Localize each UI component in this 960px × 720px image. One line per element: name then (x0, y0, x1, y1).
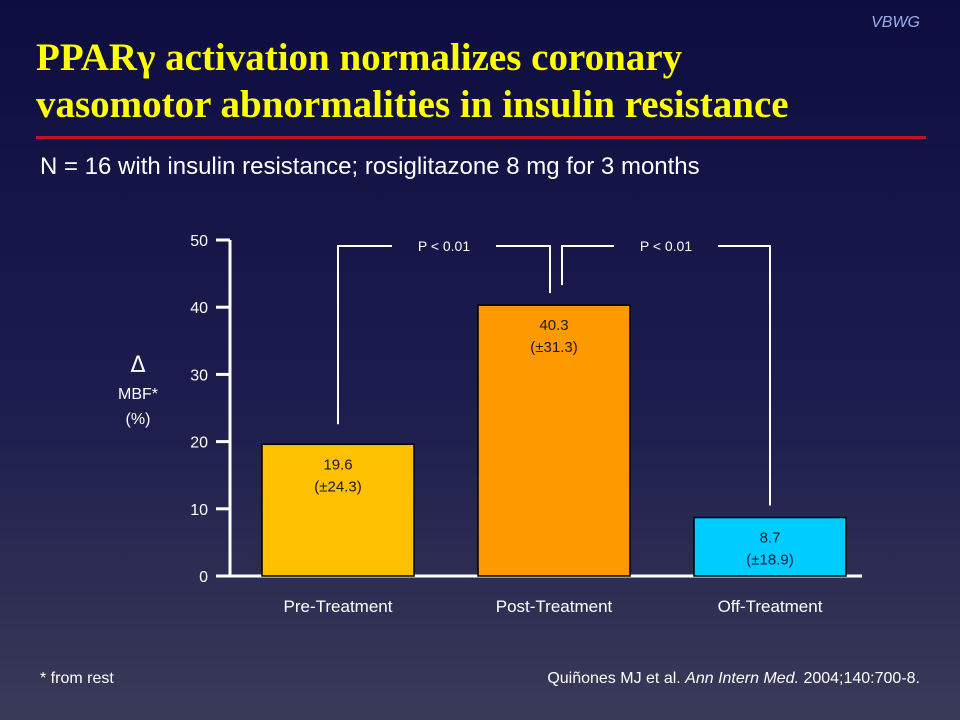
y-tick-label: 40 (190, 300, 208, 317)
citation-journal: Ann Intern Med. (685, 670, 799, 687)
title-divider (36, 136, 926, 139)
y-axis-label-unit: (%) (126, 411, 151, 428)
x-category-label: Off-Treatment (718, 597, 823, 616)
p-value-label: P < 0.01 (640, 238, 693, 254)
bar-sd-label: (±24.3) (314, 478, 361, 495)
citation-ref: 2004;140:700-8. (799, 670, 920, 687)
significance-bracket-left (561, 245, 614, 286)
y-tick-label: 10 (190, 502, 208, 519)
citation-authors: Quiñones MJ et al. (547, 670, 686, 687)
bar-sd-label: (±31.3) (530, 339, 577, 356)
slide-title: PPARγ activation normalizes coronary vas… (36, 34, 936, 128)
bar-value-label: 40.3 (539, 317, 568, 334)
y-tick-label: 0 (199, 569, 208, 586)
x-category-label: Pre-Treatment (284, 597, 393, 616)
significance-bracket-left (337, 245, 392, 425)
p-value-label: P < 0.01 (418, 238, 471, 254)
bar-sd-label: (±18.9) (746, 552, 793, 569)
brand-label: VBWG (871, 14, 920, 31)
significance-bracket-right (718, 245, 771, 506)
y-tick-label: 50 (190, 233, 208, 250)
x-category-label: Post-Treatment (496, 597, 613, 616)
slide-subtitle: N = 16 with insulin resistance; rosiglit… (40, 153, 700, 180)
bar-1 (261, 443, 415, 577)
title-line-2: vasomotor abnormalities in insulin resis… (36, 83, 789, 126)
title-line-1: PPARγ activation normalizes coronary (36, 36, 683, 79)
significance-bracket-right (496, 245, 551, 294)
bar-3 (693, 516, 847, 577)
citation: Quiñones MJ et al. Ann Intern Med. 2004;… (547, 670, 920, 688)
bar-2 (477, 304, 631, 577)
y-axis-label-metric: MBF* (118, 386, 158, 403)
bar-value-label: 8.7 (760, 530, 781, 547)
y-tick-label: 30 (190, 367, 208, 384)
y-tick-label: 20 (190, 435, 208, 452)
y-axis-label-delta: Δ (130, 353, 145, 378)
bar-value-label: 19.6 (323, 456, 352, 473)
footnote: * from rest (40, 670, 114, 687)
